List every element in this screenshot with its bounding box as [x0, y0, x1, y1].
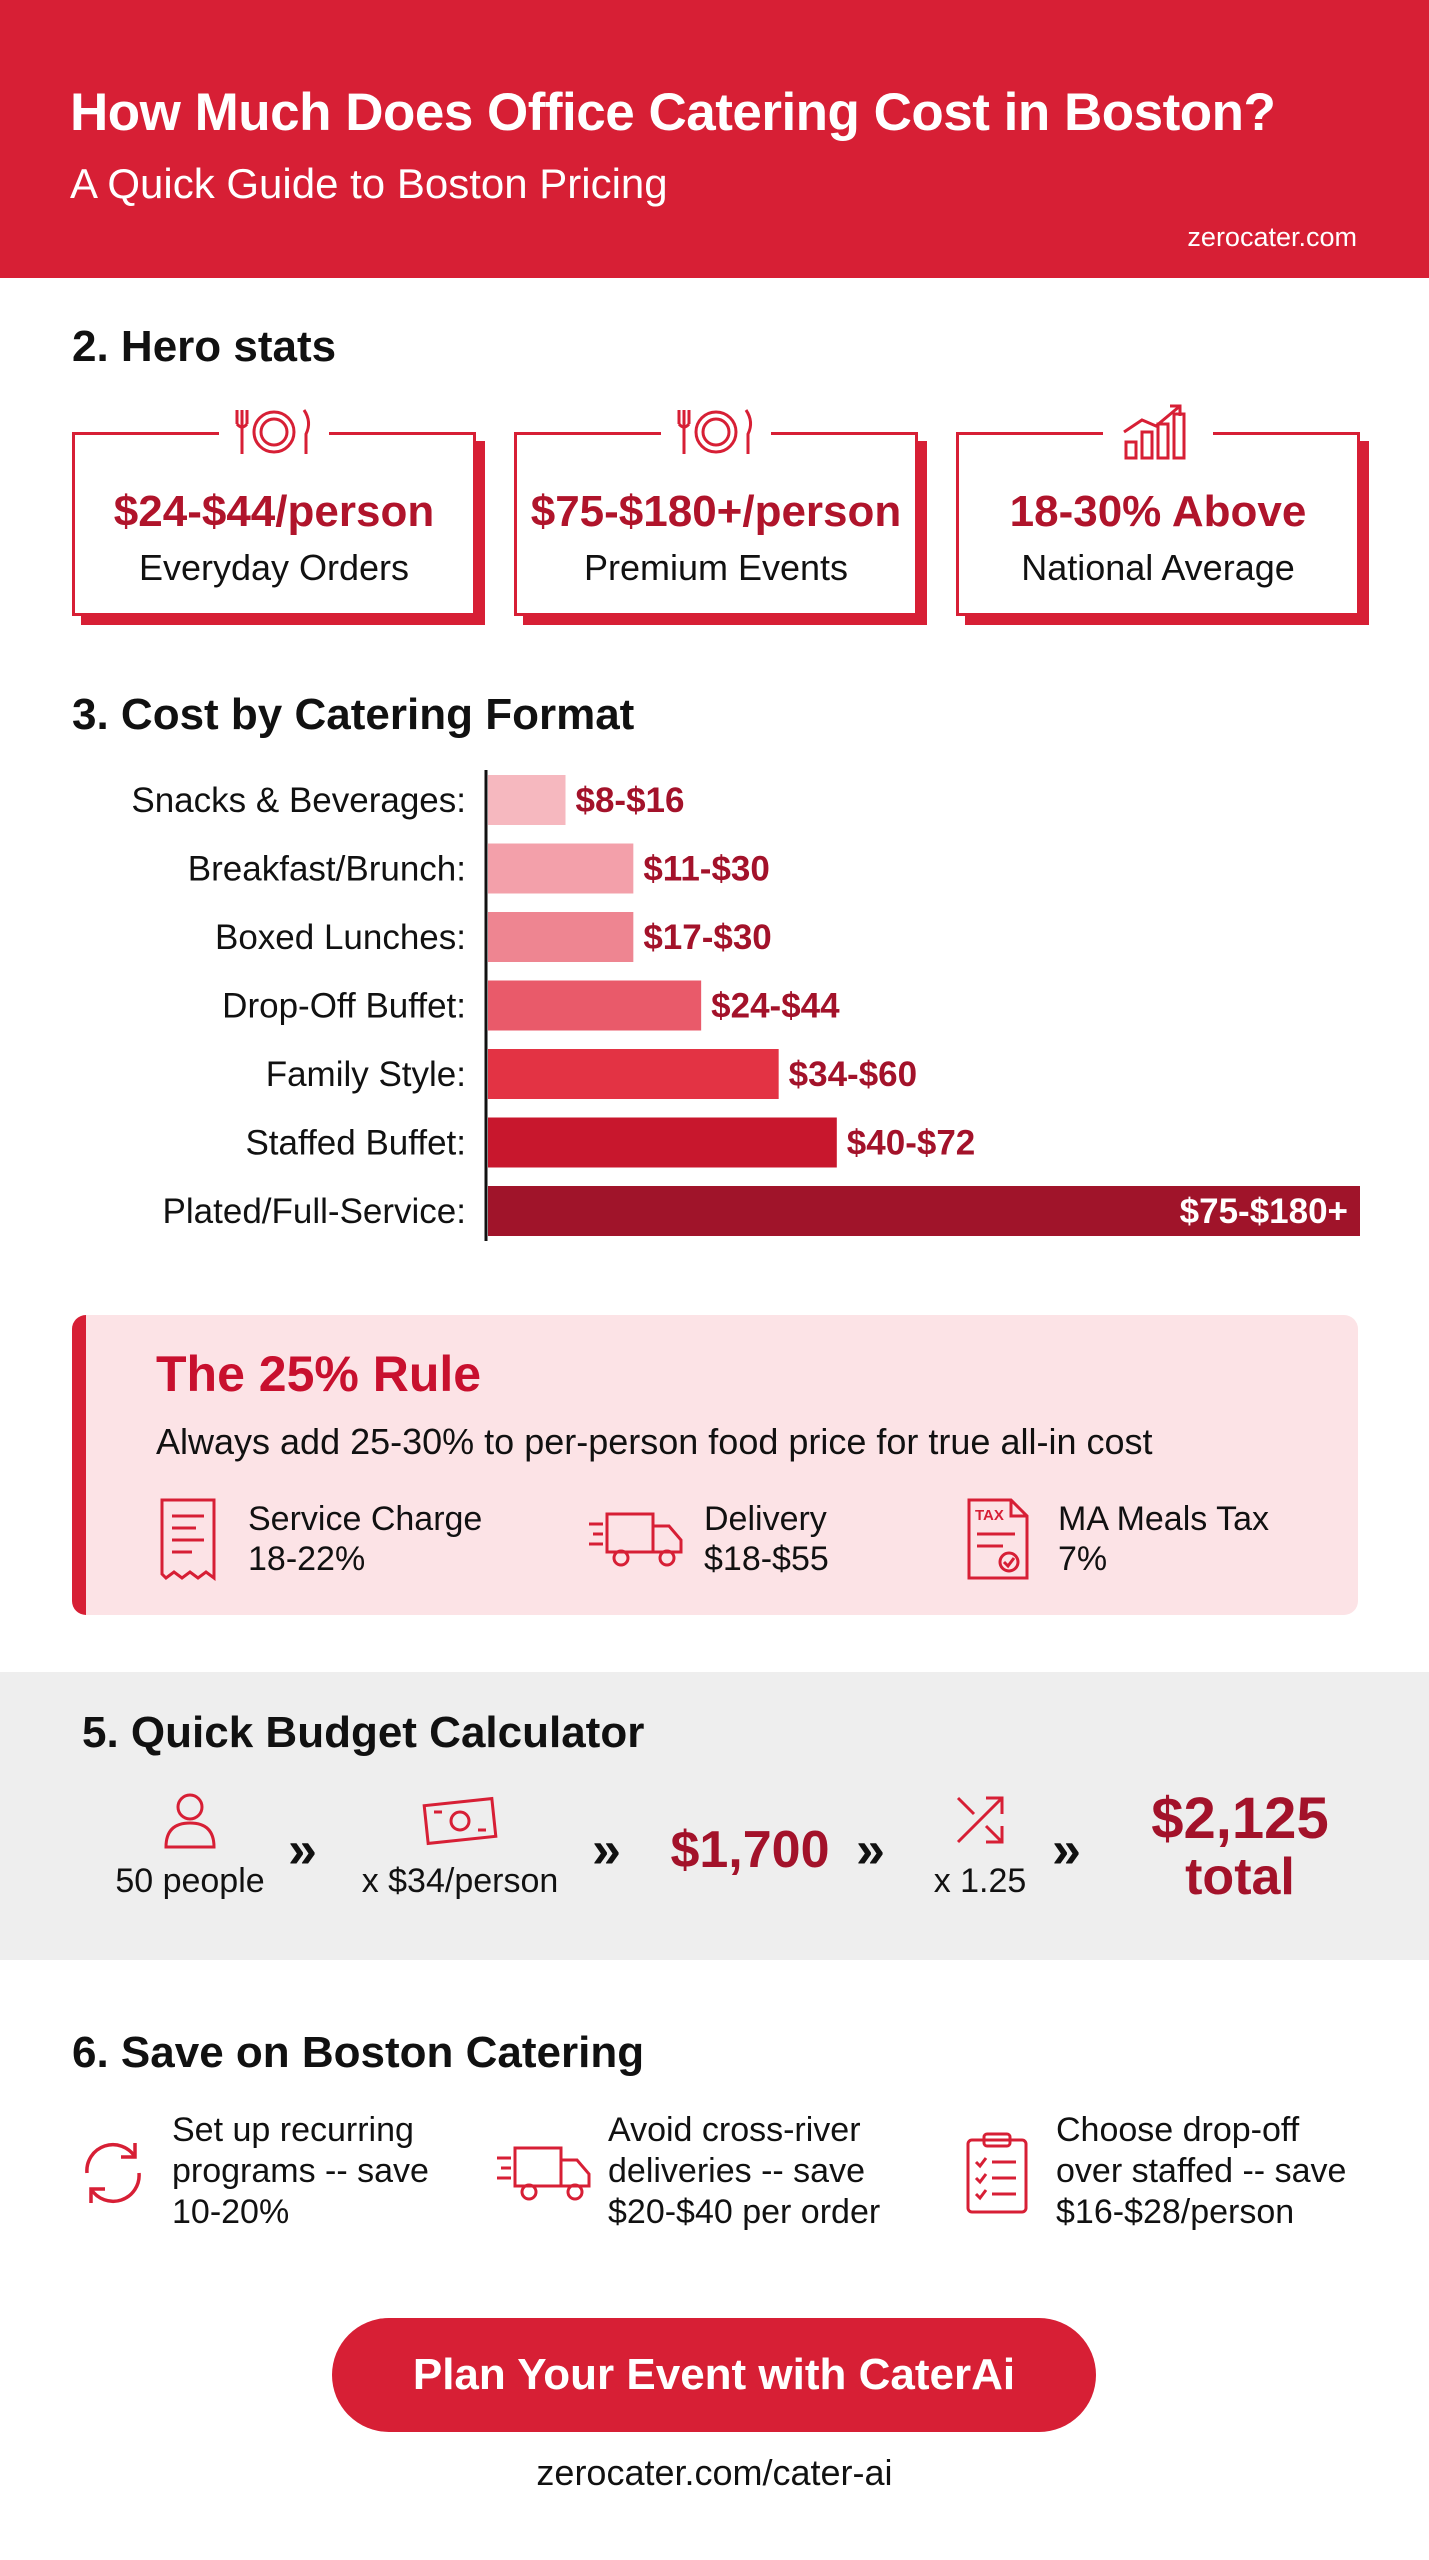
formats-heading: 3. Cost by Catering Format [72, 690, 635, 739]
hero-stats-heading: 2. Hero stats [72, 322, 337, 371]
stat-value: $24-$44/person [113, 487, 435, 536]
stat-card-premium: $75-$180+/person Premium Events [514, 401, 918, 616]
calc-step-multiplier: x 1.25 [920, 1790, 1040, 1901]
rule-callout: The 25% Rule Always add 25-30% to per-pe… [72, 1315, 1358, 1615]
bar-value-label: $17-$30 [643, 918, 771, 957]
person-icon [100, 1790, 280, 1850]
plate-cutlery-icon [219, 401, 329, 463]
category-label: Snacks & Beverages: [131, 781, 466, 820]
category-label: Staffed Buffet: [245, 1124, 466, 1163]
save-tip-dropoff: Choose drop-off over staffed -- save $16… [952, 2110, 1376, 2233]
rule-description: Always add 25-30% to per-person food pri… [156, 1421, 1153, 1462]
calc-step-people: 50 people [100, 1790, 280, 1901]
budget-calculator: 5. Quick Budget Calculator 50 people » x… [0, 1672, 1429, 1960]
stat-value: $75-$180+/person [530, 487, 902, 536]
stat-card-national: 18-30% Above National Average [956, 401, 1360, 616]
plan-event-button[interactable]: Plan Your Event with CaterAi [332, 2318, 1096, 2432]
delivery-truck-icon [586, 1493, 686, 1585]
stat-value: 18-30% Above [1009, 487, 1307, 536]
rule-item-value: $18-$55 [704, 1540, 829, 1578]
tip-line: Avoid cross-river [608, 2111, 861, 2149]
rule-item-label: MA Meals Tax [1058, 1500, 1270, 1538]
tip-line: $20-$40 per order [608, 2193, 881, 2231]
bar-value-label: $40-$72 [847, 1124, 975, 1163]
calc-total-amount: $2,125 [1151, 1786, 1329, 1851]
receipt-icon [146, 1493, 230, 1585]
rule-item-value: 7% [1058, 1540, 1108, 1578]
calculator-heading: 5. Quick Budget Calculator [82, 1708, 645, 1757]
cash-icon [350, 1790, 570, 1850]
stat-label: Premium Events [583, 547, 849, 588]
double-chevron-icon: » [1052, 1821, 1081, 1879]
shuffle-multiply-icon [920, 1790, 1040, 1850]
rising-bar-chart-icon [1103, 401, 1213, 463]
stat-card-everyday: $24-$44/person Everyday Orders [72, 401, 476, 616]
category-label: Boxed Lunches: [215, 918, 466, 957]
category-label: Breakfast/Brunch: [188, 850, 466, 889]
header-banner: How Much Does Office Catering Cost in Bo… [0, 0, 1429, 278]
save-heading: 6. Save on Boston Catering [72, 2028, 645, 2077]
bar [488, 980, 702, 1031]
tip-line: programs -- save [172, 2152, 429, 2190]
tip-line: 10-20% [172, 2193, 290, 2231]
calc-people: 50 people [115, 1862, 265, 1900]
category-label: Drop-Off Buffet: [222, 987, 466, 1026]
tip-text: Set up recurring programs -- save 10-20% [172, 2110, 492, 2233]
stat-label: Everyday Orders [138, 547, 410, 588]
calc-subtotal: $1,700 [670, 1821, 830, 1879]
tip-text: Choose drop-off over staffed -- save $16… [1056, 2110, 1376, 2233]
bar-value-label: $11-$30 [643, 850, 770, 889]
recurring-arrows-icon [68, 2128, 158, 2218]
rule-item-delivery: Delivery $18-$55 [586, 1493, 829, 1585]
site-link[interactable]: zerocater.com [1187, 222, 1357, 252]
tip-line: Choose drop-off [1056, 2111, 1300, 2149]
cater-ai-link[interactable]: zerocater.com/cater-ai [536, 2452, 893, 2493]
tip-text: Avoid cross-river deliveries -- save $20… [608, 2110, 928, 2233]
plate-cutlery-icon [661, 401, 771, 463]
category-label: Plated/Full-Service: [163, 1192, 466, 1231]
save-tip-delivery: Avoid cross-river deliveries -- save $20… [494, 2110, 928, 2233]
save-tip-recurring: Set up recurring programs -- save 10-20% [68, 2110, 492, 2233]
bar-value-label: $34-$60 [789, 1055, 917, 1094]
stat-label: National Average [1021, 547, 1295, 588]
bar-value-label: $8-$16 [576, 781, 685, 820]
tip-line: over staffed -- save [1056, 2152, 1347, 2190]
page-title: How Much Does Office Catering Cost in Bo… [70, 83, 1276, 142]
calc-step-price: x $34/person [350, 1790, 570, 1901]
calc-total-word: total [1185, 1848, 1295, 1906]
double-chevron-icon: » [856, 1821, 885, 1879]
calc-price: x $34/person [361, 1862, 559, 1900]
rule-item-value: 18-22% [248, 1540, 366, 1578]
delivery-truck-icon [494, 2128, 594, 2218]
page-subtitle: A Quick Guide to Boston Pricing [70, 160, 668, 207]
rule-title: The 25% Rule [156, 1346, 482, 1402]
rule-item-label: Service Charge [248, 1500, 483, 1538]
bar [488, 1186, 1360, 1236]
bar [488, 843, 634, 894]
bar [488, 912, 634, 962]
bar [488, 1049, 779, 1099]
rule-item-service: Service Charge 18-22% [146, 1493, 482, 1585]
rule-item-tax: TAX MA Meals Tax 7% [956, 1493, 1269, 1585]
clipboard-checklist-icon [952, 2128, 1042, 2218]
bar [488, 1117, 837, 1168]
tip-line: Set up recurring [172, 2111, 414, 2149]
double-chevron-icon: » [592, 1821, 621, 1879]
tip-line: deliveries -- save [608, 2152, 865, 2190]
double-chevron-icon: » [288, 1821, 317, 1879]
bar [488, 775, 566, 825]
tax-icon-text: TAX [975, 1507, 1004, 1524]
bar-value-label: $75-$180+ [1180, 1192, 1348, 1231]
tax-document-icon: TAX [956, 1493, 1040, 1585]
rule-item-label: Delivery [704, 1500, 827, 1538]
tip-line: $16-$28/person [1056, 2193, 1295, 2231]
bar-value-label: $24-$44 [711, 987, 840, 1026]
category-label: Family Style: [266, 1055, 466, 1094]
calc-multiplier: x 1.25 [933, 1862, 1027, 1900]
catering-format-bar-chart: Snacks & Beverages: $8-$16 Breakfast/Brunc… [131, 770, 1360, 1241]
calc-total: $2,125 total [1120, 1786, 1360, 1907]
